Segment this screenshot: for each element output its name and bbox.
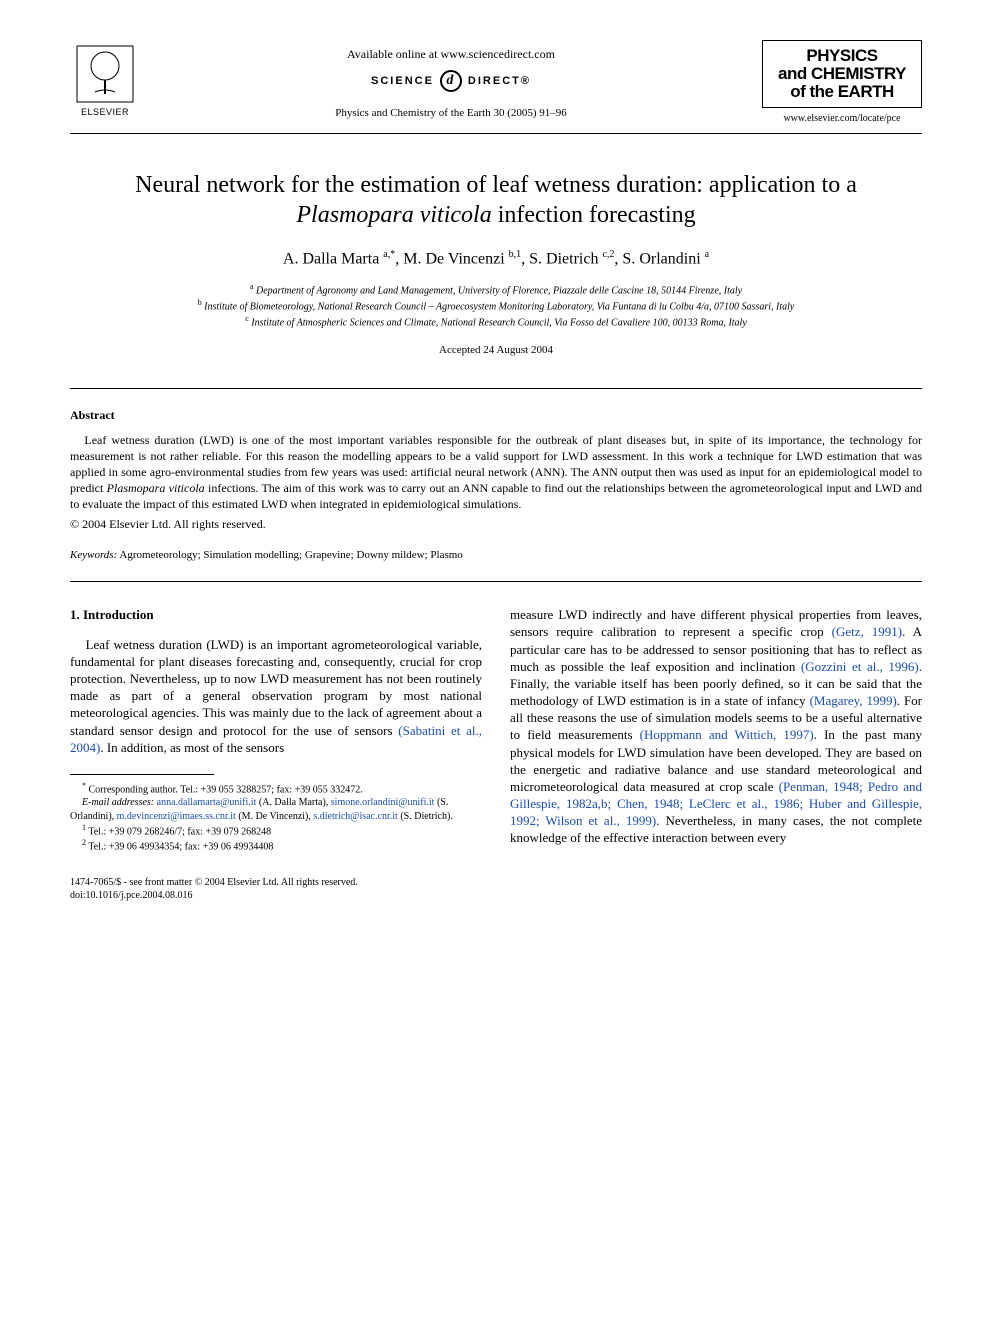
footnote-tel1: 1 Tel.: +39 079 268246/7; fax: +39 079 2… <box>70 823 482 839</box>
abstract-top-rule <box>70 388 922 389</box>
sd-right: DIRECT® <box>468 74 531 89</box>
journal-title-line1: PHYSICS <box>767 47 917 65</box>
affil-a: a Department of Agronomy and Land Manage… <box>70 282 922 298</box>
footer-line2: doi:10.1016/j.pce.2004.08.016 <box>70 889 922 902</box>
sd-glyph-icon: d <box>440 70 462 92</box>
body-columns: 1. Introduction Leaf wetness duration (L… <box>70 606 922 854</box>
email-label: E-mail addresses: <box>82 797 154 808</box>
journal-title: PHYSICS and CHEMISTRY of the EARTH <box>762 40 922 108</box>
column-right: measure LWD indirectly and have differen… <box>510 606 922 854</box>
footnote-tel2: 2 Tel.: +39 06 49934354; fax: +39 06 499… <box>70 838 482 854</box>
intro-para-cont: measure LWD indirectly and have differen… <box>510 606 922 846</box>
cite-magarey[interactable]: (Magarey, 1999) <box>810 693 897 708</box>
header-center: Available online at www.sciencedirect.co… <box>140 40 762 121</box>
email-3[interactable]: m.devincenzi@imaes.ss.cnr.it <box>117 811 236 822</box>
abstract-heading: Abstract <box>70 407 922 423</box>
cite-gozzini[interactable]: (Gozzini et al., 1996) <box>801 659 919 674</box>
accepted-date: Accepted 24 August 2004 <box>70 343 922 358</box>
article-title: Neural network for the estimation of lea… <box>110 170 882 230</box>
journal-url[interactable]: www.elsevier.com/locate/pce <box>762 112 922 126</box>
footnote-corr: * Corresponding author. Tel.: +39 055 32… <box>70 781 482 797</box>
intro-para-1: Leaf wetness duration (LWD) is an import… <box>70 636 482 756</box>
email-4[interactable]: s.dietrich@isac.cnr.it <box>313 811 397 822</box>
footnotes: * Corresponding author. Tel.: +39 055 32… <box>70 781 482 854</box>
affiliations: a Department of Agronomy and Land Manage… <box>70 282 922 329</box>
available-online: Available online at www.sciencedirect.co… <box>140 46 762 62</box>
header-rule <box>70 133 922 134</box>
journal-box: PHYSICS and CHEMISTRY of the EARTH www.e… <box>762 40 922 125</box>
title-italic: Plasmopara viticola <box>296 202 491 228</box>
affil-c: c Institute of Atmospheric Sciences and … <box>70 314 922 330</box>
elsevier-logo: ELSEVIER <box>70 40 140 118</box>
affil-b: b Institute of Biometeorology, National … <box>70 298 922 314</box>
cite-hoppmann[interactable]: (Hoppmann and Wittich, 1997) <box>640 727 814 742</box>
abstract-para: Leaf wetness duration (LWD) is one of th… <box>70 433 922 512</box>
keywords: Keywords: Agrometeorology; Simulation mo… <box>70 548 922 563</box>
col1-tail: . In addition, as most of the sensors <box>100 740 284 755</box>
keywords-list: Agrometeorology; Simulation modelling; G… <box>117 549 463 561</box>
footnote-rule <box>70 774 214 775</box>
cite-getz[interactable]: (Getz, 1991) <box>832 624 902 639</box>
abstract-body: Leaf wetness duration (LWD) is one of th… <box>70 433 922 532</box>
tree-icon <box>75 44 135 104</box>
journal-title-line3: of the EARTH <box>767 83 917 101</box>
footer-line1: 1474-7065/$ - see front matter © 2004 El… <box>70 876 922 889</box>
column-left: 1. Introduction Leaf wetness duration (L… <box>70 606 482 854</box>
elsevier-label: ELSEVIER <box>81 106 129 118</box>
abs-italic: Plasmopara viticola <box>107 481 205 495</box>
title-part2: infection forecasting <box>492 202 696 228</box>
title-part1: Neural network for the estimation of lea… <box>135 172 857 198</box>
journal-reference: Physics and Chemistry of the Earth 30 (2… <box>140 106 762 121</box>
abstract-copyright: © 2004 Elsevier Ltd. All rights reserved… <box>70 517 922 533</box>
page-footer: 1474-7065/$ - see front matter © 2004 El… <box>70 876 922 902</box>
abstract-bottom-rule <box>70 581 922 582</box>
email-2[interactable]: simone.orlandini@unifi.it <box>331 797 435 808</box>
sd-left: SCIENCE <box>371 74 434 89</box>
section-1-heading: 1. Introduction <box>70 606 482 624</box>
sciencedirect-logo: SCIENCE d DIRECT® <box>140 70 762 92</box>
page-header: ELSEVIER Available online at www.science… <box>70 40 922 125</box>
keywords-label: Keywords: <box>70 549 117 561</box>
journal-title-line2: and CHEMISTRY <box>767 65 917 83</box>
email-1[interactable]: anna.dallamarta@unifi.it <box>157 797 257 808</box>
authors: A. Dalla Marta a,*, M. De Vincenzi b,1, … <box>70 248 922 270</box>
footnote-emails: E-mail addresses: anna.dallamarta@unifi.… <box>70 796 482 822</box>
